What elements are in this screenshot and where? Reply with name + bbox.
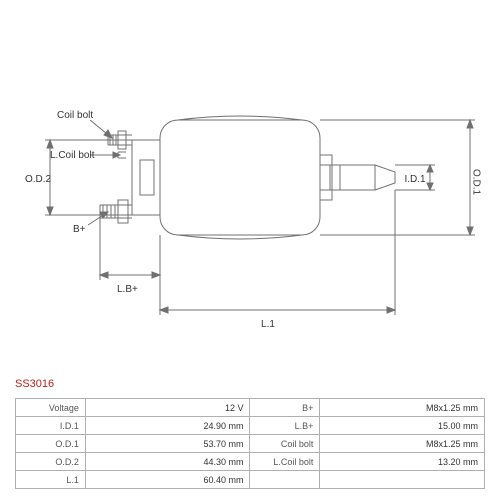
label-l1: L.1 (261, 319, 275, 330)
spec-label: Voltage (16, 399, 86, 417)
spec-label: I.D.1 (16, 417, 86, 435)
spec-label: O.D.1 (16, 435, 86, 453)
spec-label: L.1 (16, 471, 86, 489)
spec-value: 15.00 mm (320, 417, 485, 435)
spec-label: Coil bolt (250, 435, 320, 453)
spec-value: M8x1.25 mm (320, 399, 485, 417)
spec-value: 12 V (85, 399, 250, 417)
technical-drawing: O.D.2 O.D.1 I.D.1 Coil bolt L.Coil bolt … (0, 0, 500, 370)
label-l-b-plus: L.B+ (117, 284, 138, 295)
spec-value: 13.20 mm (320, 453, 485, 471)
spec-value (320, 471, 485, 489)
table-row: I.D.1 24.90 mm L.B+ 15.00 mm (16, 417, 485, 435)
spec-table: Voltage 12 V B+ M8x1.25 mm I.D.1 24.90 m… (15, 398, 485, 489)
part-number: SS3016 (15, 378, 54, 390)
spec-value: 60.40 mm (85, 471, 250, 489)
spec-value: 53.70 mm (85, 435, 250, 453)
label-id1: I.D.1 (404, 174, 426, 185)
table-row: O.D.2 44.30 mm L.Coil bolt 13.20 mm (16, 453, 485, 471)
table-row: O.D.1 53.70 mm Coil bolt M8x1.25 mm (16, 435, 485, 453)
label-b-plus: B+ (73, 224, 86, 235)
table-row: L.1 60.40 mm (16, 471, 485, 489)
spec-value: 44.30 mm (85, 453, 250, 471)
label-od2: O.D.2 (25, 174, 52, 185)
spec-label (250, 471, 320, 489)
label-l-coil-bolt: L.Coil bolt (50, 150, 95, 161)
spec-label: B+ (250, 399, 320, 417)
spec-value: M8x1.25 mm (320, 435, 485, 453)
label-coil-bolt: Coil bolt (57, 110, 93, 121)
table-row: Voltage 12 V B+ M8x1.25 mm (16, 399, 485, 417)
spec-label: O.D.2 (16, 453, 86, 471)
spec-value: 24.90 mm (85, 417, 250, 435)
label-od1: O.D.1 (471, 169, 482, 196)
spec-label: L.B+ (250, 417, 320, 435)
spec-label: L.Coil bolt (250, 453, 320, 471)
